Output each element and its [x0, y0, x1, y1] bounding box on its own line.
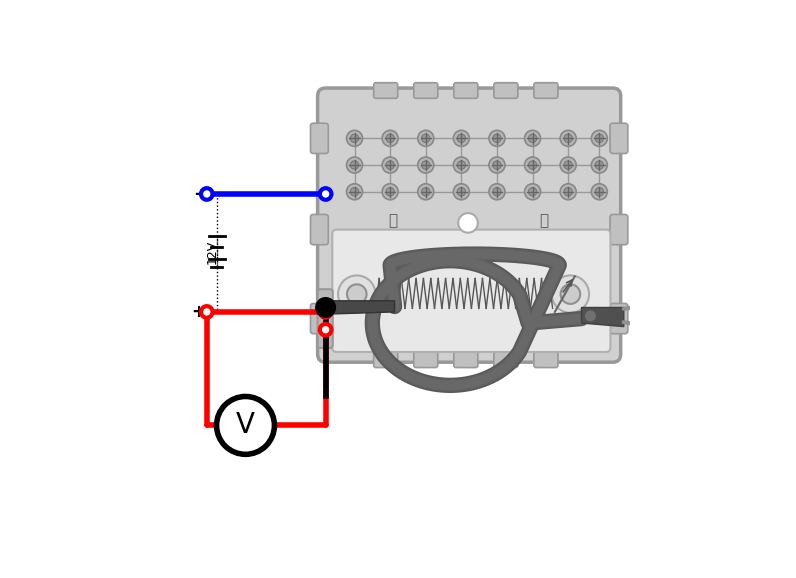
FancyBboxPatch shape [310, 214, 328, 244]
Circle shape [584, 310, 597, 322]
Circle shape [493, 134, 501, 143]
FancyBboxPatch shape [494, 83, 518, 98]
Circle shape [591, 130, 607, 146]
Circle shape [350, 188, 359, 196]
Circle shape [564, 134, 572, 143]
FancyBboxPatch shape [414, 83, 438, 98]
Circle shape [316, 298, 335, 317]
Text: V: V [236, 412, 255, 439]
Circle shape [382, 184, 398, 200]
Circle shape [454, 157, 470, 173]
Circle shape [320, 306, 331, 318]
Circle shape [595, 188, 603, 196]
Circle shape [338, 276, 376, 313]
Circle shape [201, 306, 213, 318]
Circle shape [552, 276, 589, 313]
FancyBboxPatch shape [414, 352, 438, 368]
Text: -: - [194, 185, 201, 203]
Circle shape [347, 284, 367, 304]
Text: Ⓢ: Ⓢ [388, 213, 397, 228]
Circle shape [591, 184, 607, 200]
FancyBboxPatch shape [310, 123, 328, 154]
Circle shape [493, 161, 501, 169]
FancyBboxPatch shape [610, 214, 628, 244]
Circle shape [493, 188, 501, 196]
Circle shape [319, 306, 332, 318]
Circle shape [320, 324, 331, 335]
Circle shape [489, 184, 505, 200]
Circle shape [319, 188, 332, 200]
Circle shape [386, 161, 394, 169]
Polygon shape [326, 301, 395, 314]
Circle shape [560, 184, 576, 200]
Circle shape [382, 130, 398, 146]
Circle shape [591, 157, 607, 173]
Circle shape [454, 130, 470, 146]
Circle shape [422, 188, 430, 196]
FancyBboxPatch shape [310, 303, 328, 334]
FancyBboxPatch shape [332, 229, 611, 352]
Circle shape [320, 188, 331, 200]
Circle shape [457, 134, 466, 143]
FancyBboxPatch shape [610, 123, 628, 154]
Circle shape [560, 284, 580, 304]
Circle shape [564, 188, 572, 196]
FancyBboxPatch shape [610, 303, 628, 334]
Circle shape [595, 134, 603, 143]
FancyBboxPatch shape [454, 352, 478, 368]
Circle shape [457, 188, 466, 196]
Circle shape [529, 134, 537, 143]
Circle shape [529, 188, 537, 196]
Circle shape [454, 184, 470, 200]
Circle shape [350, 134, 359, 143]
FancyBboxPatch shape [318, 289, 333, 348]
Circle shape [595, 161, 603, 169]
Circle shape [525, 157, 540, 173]
Circle shape [457, 161, 466, 169]
Circle shape [418, 184, 434, 200]
FancyBboxPatch shape [373, 352, 398, 368]
Circle shape [319, 324, 332, 336]
Circle shape [525, 184, 540, 200]
Circle shape [418, 157, 434, 173]
FancyBboxPatch shape [534, 352, 558, 368]
Circle shape [525, 130, 540, 146]
Circle shape [201, 188, 213, 200]
Circle shape [346, 184, 362, 200]
Circle shape [458, 213, 478, 233]
FancyBboxPatch shape [373, 83, 398, 98]
Text: Ⓢ: Ⓢ [539, 213, 548, 228]
Circle shape [489, 157, 505, 173]
Text: +: + [191, 303, 205, 321]
Circle shape [350, 161, 359, 169]
FancyBboxPatch shape [534, 83, 558, 98]
FancyBboxPatch shape [454, 83, 478, 98]
Circle shape [422, 161, 430, 169]
Polygon shape [582, 307, 624, 327]
Circle shape [386, 134, 394, 143]
Circle shape [422, 134, 430, 143]
Circle shape [560, 130, 576, 146]
Circle shape [346, 157, 362, 173]
Circle shape [382, 157, 398, 173]
Circle shape [564, 161, 572, 169]
Circle shape [346, 130, 362, 146]
FancyBboxPatch shape [494, 352, 518, 368]
Circle shape [560, 157, 576, 173]
Circle shape [418, 130, 434, 146]
FancyBboxPatch shape [318, 88, 621, 362]
Circle shape [386, 188, 394, 196]
Circle shape [217, 397, 275, 454]
Circle shape [489, 130, 505, 146]
Text: 12V: 12V [205, 240, 219, 264]
Circle shape [529, 161, 537, 169]
